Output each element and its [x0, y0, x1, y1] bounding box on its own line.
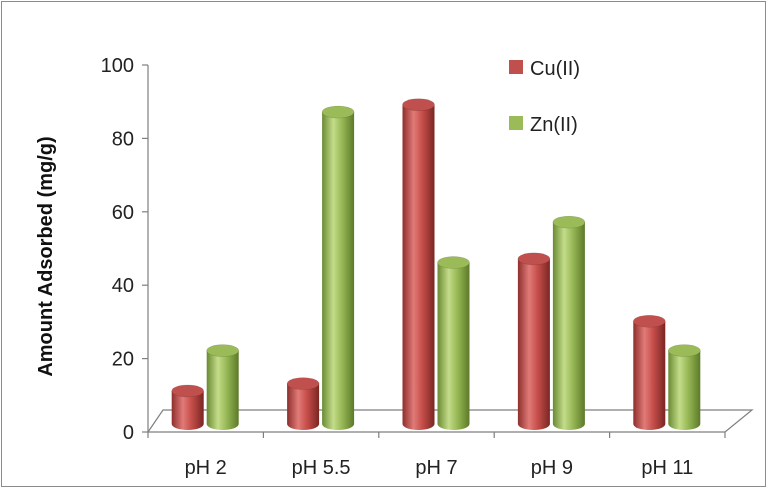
bar-body	[402, 104, 435, 431]
bar-body	[206, 350, 239, 431]
x-tick-label: pH 5.5	[292, 457, 351, 479]
legend-swatch	[509, 116, 523, 130]
bar-body	[322, 112, 355, 431]
legend-label: Cu(II)	[530, 58, 580, 80]
bar	[286, 377, 320, 431]
bar-body	[552, 222, 585, 431]
legend-label: Zn(II)	[530, 114, 578, 136]
labels: 0 20 40 60 80 100 pH 2 pH 5.5 pH 7 pH 9 pH 11 Amoun…	[35, 55, 693, 479]
bar-body	[437, 262, 470, 431]
bar	[552, 215, 586, 431]
y-tick-label: 20	[112, 349, 134, 371]
bar-top	[632, 314, 666, 328]
bar-top	[437, 256, 470, 269]
bar	[402, 98, 435, 431]
bar-top	[321, 105, 355, 119]
bar	[171, 384, 204, 431]
legend-swatch	[509, 60, 523, 74]
bar	[667, 344, 701, 431]
bar	[517, 252, 551, 431]
bar-top	[667, 344, 701, 357]
x-tick-label: pH 11	[641, 457, 693, 479]
bars	[171, 98, 701, 431]
x-tick-label: pH 7	[415, 457, 457, 479]
bar-top	[206, 344, 239, 357]
bar	[632, 314, 666, 431]
axes	[142, 64, 754, 438]
x-tick-label: pH 9	[531, 457, 573, 479]
bar-body	[517, 258, 550, 431]
bar-top	[171, 384, 204, 398]
y-tick-label: 100	[101, 55, 134, 77]
bar-body	[287, 383, 320, 431]
y-axis-title: Amount Adsorbed (mg/g)	[35, 136, 57, 376]
y-tick-label: 40	[112, 275, 134, 297]
x-tick-label: pH 2	[185, 457, 227, 479]
bar-top	[517, 252, 551, 266]
y-tick-label: 60	[112, 202, 134, 224]
bar	[437, 256, 470, 431]
bar-body	[171, 390, 204, 431]
bar-top	[286, 377, 320, 390]
legend: Cu(II) Zn(II)	[509, 58, 580, 136]
bar-top	[552, 215, 586, 229]
bar	[206, 344, 239, 431]
y-tick-label: 80	[112, 128, 134, 150]
floor	[146, 409, 754, 433]
bar-top	[402, 98, 435, 112]
y-tick-label: 0	[123, 422, 134, 444]
bar-body	[633, 321, 666, 431]
bar-body	[668, 350, 701, 431]
bar	[321, 105, 355, 431]
